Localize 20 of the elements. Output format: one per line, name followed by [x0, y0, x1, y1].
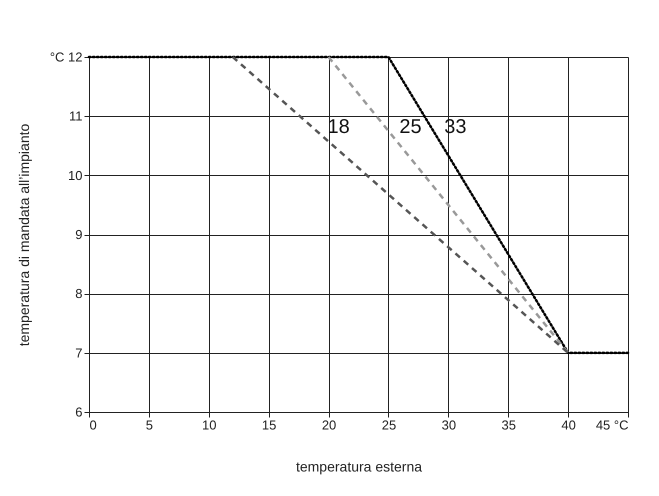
x-tick-label: 45 °C	[596, 418, 628, 432]
y-tick-label: 7	[75, 345, 82, 360]
y-tick-label: °C 12	[50, 50, 82, 64]
x-tick-label: 30	[442, 418, 456, 432]
y-axis-title: temperatura di mandata all’impianto	[16, 124, 32, 346]
x-tick-label: 5	[146, 418, 154, 432]
y-tick-label: 10	[68, 168, 82, 183]
x-tick-label: 15	[262, 418, 276, 432]
x-tick-label: 20	[322, 418, 336, 432]
y-tick-label: 9	[75, 227, 82, 242]
x-tick-label: 35	[501, 418, 516, 432]
x-tick-label: 25	[382, 418, 396, 432]
x-tick-label: 40	[561, 418, 576, 432]
x-tick-label: 0	[90, 418, 97, 432]
x-axis-title: temperatura esterna	[296, 458, 422, 474]
y-tick-label: 8	[75, 286, 82, 302]
y-tick-label: 6	[75, 404, 82, 420]
series-label: 25	[399, 116, 422, 138]
y-tick-label: 11	[69, 108, 82, 124]
x-tick-label: 10	[202, 418, 217, 432]
